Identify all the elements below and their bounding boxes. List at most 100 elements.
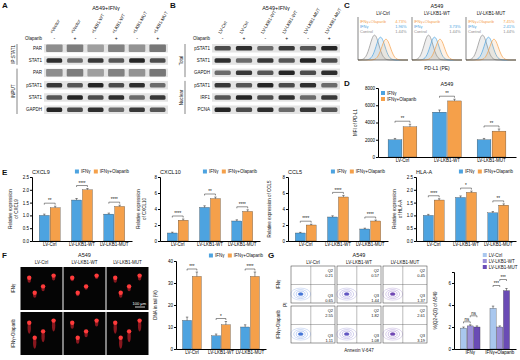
legend-swatch bbox=[459, 170, 463, 174]
y-axis: 02000400060008000 bbox=[365, 86, 379, 160]
error-bar bbox=[203, 206, 205, 208]
comet-head bbox=[27, 276, 31, 280]
legend-label: IFNγ bbox=[215, 253, 225, 258]
histogram-curve bbox=[412, 39, 462, 60]
blot-membrane bbox=[212, 44, 340, 53]
significance-label: **** bbox=[239, 202, 246, 207]
significance-label: **** bbox=[334, 188, 341, 193]
error-bar bbox=[171, 232, 173, 234]
bar bbox=[433, 112, 447, 157]
lane-label: LV-LKB1-MUT bbox=[324, 7, 343, 35]
error-bar bbox=[214, 197, 216, 199]
blot-band bbox=[279, 95, 295, 100]
blot-band bbox=[215, 83, 231, 88]
tick-label: LV-LKB1-MUT bbox=[228, 242, 257, 247]
blot-band bbox=[150, 58, 166, 63]
y-axis: 0.00.51.01.52.02.5 bbox=[23, 175, 33, 244]
tick-mark bbox=[452, 305, 454, 306]
y-tick: 1.0 bbox=[407, 213, 416, 218]
tick-label: LV-Ctrl bbox=[299, 242, 312, 247]
legend-label: IFNγ bbox=[209, 169, 219, 174]
tick-label: 1.0 bbox=[23, 213, 30, 218]
error-bar bbox=[476, 326, 478, 327]
tick-label: 4000 bbox=[365, 120, 376, 125]
treatment-sign: - bbox=[222, 35, 224, 41]
bar bbox=[183, 320, 192, 349]
legend: LV-CtrlLV-LKB1-WTLV-LKB1-MUT bbox=[483, 253, 518, 270]
blot-band bbox=[321, 46, 337, 51]
contour bbox=[340, 290, 354, 299]
x-tick: LV-LKB1-MUT bbox=[100, 242, 129, 247]
legend-label: IFNγ+Olaparib bbox=[356, 169, 386, 174]
quadrant-value: 0.21 bbox=[325, 273, 334, 278]
tick-mark bbox=[158, 193, 160, 194]
plot-frame bbox=[291, 266, 335, 303]
bar bbox=[499, 205, 509, 241]
blot-band bbox=[236, 95, 252, 100]
sig-bracket bbox=[464, 322, 471, 324]
tick-label: 0 bbox=[170, 347, 173, 352]
comet-head bbox=[33, 291, 37, 295]
column-label: LV-LKB1-WT bbox=[346, 260, 372, 265]
panel-letter: B bbox=[170, 1, 176, 10]
tick-mark bbox=[376, 157, 378, 158]
bar bbox=[72, 200, 82, 241]
axis-title: Annexin V-647 bbox=[344, 348, 374, 353]
blot-band bbox=[257, 58, 273, 63]
blot-band bbox=[279, 58, 295, 63]
tick-label: 8 bbox=[282, 175, 285, 180]
column-label: LV-LKB1-WT bbox=[72, 260, 98, 265]
blot-band bbox=[257, 108, 273, 113]
sig-bracket bbox=[77, 186, 88, 188]
comet-head bbox=[113, 321, 117, 325]
sig-bracket bbox=[109, 202, 120, 204]
plot-frame bbox=[383, 306, 427, 343]
tick-label: LV-LKB1-WT bbox=[325, 242, 351, 247]
tick-mark bbox=[414, 228, 416, 229]
significance-label: *** bbox=[494, 281, 500, 286]
gate-line bbox=[337, 284, 381, 285]
plot-marks bbox=[388, 99, 506, 157]
tick-label: 1.5 bbox=[23, 201, 30, 206]
y-tick: 1.5 bbox=[23, 201, 32, 206]
tick-label: 8 bbox=[154, 175, 157, 180]
legend-swatch bbox=[94, 170, 98, 174]
legend: IFNγIFNγ+Olaparib bbox=[203, 169, 258, 174]
treatment-label: Olaparib bbox=[193, 36, 211, 41]
contour bbox=[386, 330, 400, 339]
y-tick: 6 bbox=[448, 281, 454, 286]
tick-mark bbox=[376, 123, 378, 124]
legend: IFNγIFNγ+Olaparib bbox=[331, 169, 386, 174]
blot-band bbox=[257, 95, 273, 100]
blot-band bbox=[257, 71, 273, 76]
tick-label: 10 bbox=[168, 325, 174, 330]
axis-line bbox=[286, 178, 289, 242]
blot-band bbox=[88, 58, 104, 63]
treatment-sign: - bbox=[264, 35, 266, 41]
bar bbox=[295, 233, 305, 241]
column-label: LV-LKB1-WT bbox=[424, 11, 450, 16]
axis-line bbox=[358, 17, 359, 60]
tick-mark bbox=[174, 305, 176, 306]
blot-band bbox=[67, 95, 83, 100]
quadrant-value: 0.57 bbox=[371, 273, 380, 278]
tick-label: 6000 bbox=[365, 103, 376, 108]
axis-title: %(Q2+Q3) of A549 bbox=[433, 291, 438, 330]
x-tick: LV-Ctrl bbox=[43, 242, 56, 247]
label-line: of CXCL10 bbox=[142, 197, 147, 220]
blot-membrane bbox=[212, 106, 340, 115]
comet-head bbox=[84, 284, 88, 288]
axis-title: Relative expressionof CXCL9 bbox=[8, 189, 18, 229]
bar-chart: 010203040LV-CtrlLV-LKB1-WTLV-LKB1-MUTDNA… bbox=[153, 253, 267, 355]
blot-band bbox=[108, 83, 124, 88]
histogram-curve bbox=[466, 37, 516, 60]
comet-head bbox=[137, 318, 141, 322]
panel-title: A549 bbox=[431, 3, 444, 9]
tick-label: 2 bbox=[154, 223, 157, 228]
gate-line bbox=[291, 284, 335, 285]
contour bbox=[388, 331, 397, 337]
error-bar bbox=[254, 272, 256, 276]
y-tick: 6 bbox=[154, 191, 160, 196]
panel-title: A549 bbox=[353, 252, 366, 258]
sig-bracket bbox=[493, 286, 500, 288]
